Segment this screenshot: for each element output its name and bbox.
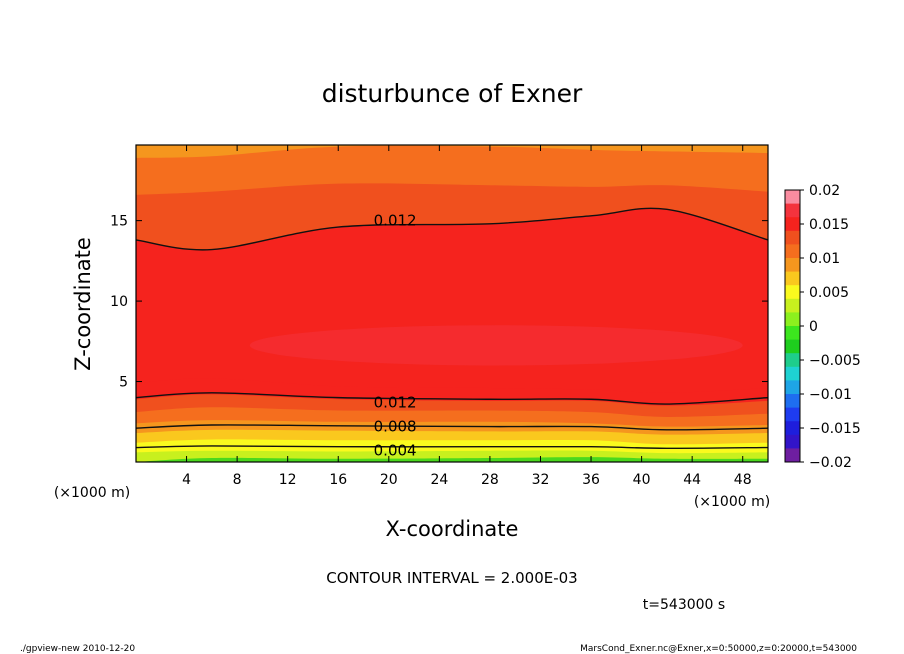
colorbar-tick-label: 0.02 bbox=[809, 183, 840, 199]
colorbar-swatch bbox=[785, 230, 800, 245]
x-unit-right: (×1000 m) bbox=[694, 494, 770, 510]
colorbar-swatch bbox=[785, 326, 800, 341]
x-tick-label: 8 bbox=[233, 472, 242, 488]
colorbar-swatch bbox=[785, 366, 800, 381]
y-axis-ticks: 5 10 15 bbox=[110, 214, 768, 391]
colorbar-swatch bbox=[785, 448, 800, 463]
colorbar-tick-label: 0.015 bbox=[809, 217, 849, 233]
colorbar-tick-label: −0.01 bbox=[809, 387, 852, 403]
contour-band bbox=[136, 457, 768, 462]
y-tick-label: 15 bbox=[110, 214, 128, 230]
colorbar-tick-label: 0.005 bbox=[809, 285, 849, 301]
contour-label: 0.012 bbox=[374, 393, 417, 411]
x-tick-label: 44 bbox=[683, 472, 701, 488]
colorbar-swatch bbox=[785, 285, 800, 300]
colorbar-swatch bbox=[785, 421, 800, 436]
x-unit-left: (×1000 m) bbox=[54, 485, 130, 501]
colorbar-swatch bbox=[785, 312, 800, 327]
colorbar-tick-label: −0.005 bbox=[809, 353, 861, 369]
contour-label: 0.012 bbox=[374, 212, 417, 230]
colorbar-tick-label: 0.01 bbox=[809, 251, 840, 267]
time-label: t=543000 s bbox=[643, 597, 725, 613]
contour-band bbox=[136, 145, 768, 158]
colorbar: 0.02 0.015 0.01 0.005 0 −0.005 −0.01 −0.015 −0.0… bbox=[784, 183, 861, 471]
colorbar-swatch bbox=[785, 380, 800, 395]
colorbar-swatch bbox=[785, 203, 800, 218]
colorbar-swatch bbox=[785, 298, 800, 313]
contour-label: 0.008 bbox=[374, 418, 417, 436]
colorbar-swatch bbox=[785, 434, 800, 449]
chart-title: disturbunce of Exner bbox=[322, 79, 583, 108]
footer-right: MarsCond_Exner.nc@Exner,x=0:50000,z=0:20… bbox=[580, 644, 857, 654]
colorbar-swatch bbox=[785, 190, 800, 205]
colorbar-swatch bbox=[785, 258, 800, 273]
colorbar-swatch bbox=[785, 353, 800, 368]
colorbar-swatch bbox=[785, 407, 800, 422]
contour-interval-note: CONTOUR INTERVAL = 2.000E-03 bbox=[326, 569, 577, 587]
contour-line bbox=[135, 445, 769, 450]
x-tick-label: 48 bbox=[734, 472, 752, 488]
contour-plot-area: 0.012 0.012 0.008 0.004 bbox=[135, 144, 769, 463]
y-tick-label: 10 bbox=[110, 294, 128, 310]
colorbar-tick-label: 0 bbox=[809, 319, 818, 335]
colorbar-swatch bbox=[785, 217, 800, 232]
y-axis-label: Z-coordinate bbox=[71, 237, 95, 371]
x-tick-label: 36 bbox=[582, 472, 600, 488]
core-region bbox=[249, 325, 743, 366]
x-tick-label: 28 bbox=[481, 472, 499, 488]
contour-line bbox=[135, 392, 769, 405]
y-tick-label: 5 bbox=[119, 375, 128, 391]
x-axis-ticks: 4 8 12 16 20 24 28 32 36 40 44 48 bbox=[182, 145, 752, 488]
colorbar-swatch bbox=[785, 339, 800, 354]
x-tick-label: 24 bbox=[430, 472, 448, 488]
x-tick-label: 12 bbox=[279, 472, 297, 488]
x-tick-label: 40 bbox=[633, 472, 651, 488]
x-axis-label: X-coordinate bbox=[386, 517, 519, 541]
x-tick-label: 20 bbox=[380, 472, 398, 488]
colorbar-tick-label: −0.02 bbox=[809, 455, 852, 471]
contour-band bbox=[136, 145, 768, 195]
plot-frame bbox=[135, 144, 769, 463]
x-tick-label: 4 bbox=[182, 472, 191, 488]
contour-label: 0.004 bbox=[374, 442, 417, 460]
contour-line bbox=[135, 424, 769, 431]
footer-left: ./gpview-new 2010-12-20 bbox=[20, 644, 135, 654]
colorbar-tick-label: −0.015 bbox=[809, 421, 861, 437]
colorbar-swatch bbox=[785, 244, 800, 259]
x-tick-label: 16 bbox=[329, 472, 347, 488]
colorbar-swatch bbox=[785, 271, 800, 286]
x-tick-label: 32 bbox=[532, 472, 550, 488]
contour-line bbox=[135, 207, 769, 251]
colorbar-swatch bbox=[785, 394, 800, 409]
